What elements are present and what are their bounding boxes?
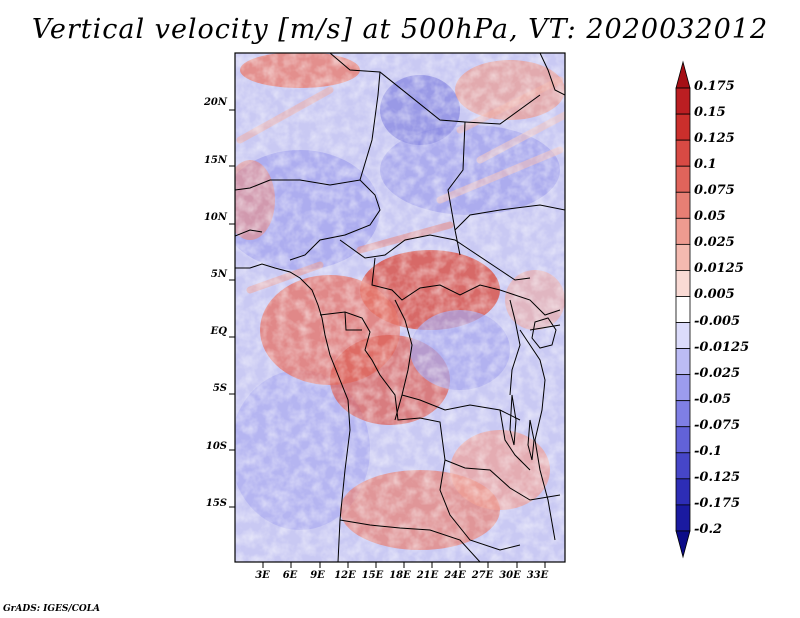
colorbar-level-label: 0.1 — [694, 157, 717, 173]
colorbar-level-label: 0.005 — [694, 287, 735, 303]
lat-label: 5N — [210, 269, 227, 281]
lon-label: 15E — [361, 570, 384, 581]
colorbar-swatch — [675, 113, 691, 141]
colorbar-level-label: 0.125 — [694, 131, 735, 147]
colorbar-swatch — [675, 374, 691, 402]
lat-label: EQ — [210, 326, 227, 338]
lat-label: 15N — [203, 154, 227, 166]
colorbar-level-label: -0.05 — [694, 391, 732, 407]
colorbar-swatch — [675, 322, 691, 349]
lat-label: 20N — [203, 97, 227, 109]
map-title: Vertical velocity [m/s] at 500hPa, VT: 2… — [31, 14, 769, 45]
lat-label: 5S — [212, 383, 227, 395]
lat-label: 15S — [205, 497, 227, 509]
colorbar-swatch — [675, 296, 691, 323]
colorbar-swatch — [675, 87, 691, 115]
colorbar — [675, 60, 691, 559]
colorbar-swatch — [675, 60, 691, 89]
lon-label: 12E — [334, 570, 356, 581]
colorbar-level-label: 0.175 — [694, 79, 735, 95]
grads-credit: GrADS: IGES/COLA — [3, 604, 101, 614]
lon-label: 9E — [310, 570, 325, 581]
colorbar-swatch — [675, 452, 691, 480]
colorbar-swatch — [675, 139, 691, 167]
colorbar-level-label: 0.0125 — [694, 261, 744, 277]
lon-label: 30E — [499, 570, 521, 581]
colorbar-level-label: -0.0125 — [694, 339, 750, 355]
colorbar-level-label: -0.025 — [694, 365, 741, 381]
lon-label: 24E — [444, 570, 466, 581]
colorbar-level-label: 0.025 — [694, 235, 735, 251]
lon-label: 21E — [416, 570, 439, 581]
colorbar-level-label: -0.125 — [694, 469, 741, 485]
colorbar-level-label: -0.2 — [694, 521, 723, 537]
colorbar-level-label: 0.15 — [694, 105, 726, 121]
map-frame — [234, 52, 566, 563]
colorbar-swatch — [675, 530, 691, 559]
lon-label: 3E — [255, 570, 270, 581]
colorbar-swatch — [675, 243, 691, 271]
colorbar-swatch — [675, 400, 691, 428]
lat-label: 10S — [205, 440, 227, 452]
lon-label: 27E — [471, 570, 494, 581]
colorbar-level-label: -0.1 — [694, 443, 723, 459]
axis-ticks — [229, 109, 546, 568]
lon-label: 18E — [389, 570, 411, 581]
colorbar-swatch — [675, 165, 691, 193]
lon-label: 33E — [526, 570, 549, 581]
colorbar-swatch — [675, 270, 691, 297]
colorbar-swatch — [675, 217, 691, 245]
colorbar-level-label: -0.075 — [694, 417, 741, 433]
colorbar-swatch — [675, 426, 691, 454]
colorbar-level-label: 0.075 — [694, 183, 735, 199]
colorbar-swatch — [675, 478, 691, 506]
velocity-field — [235, 53, 565, 562]
lat-label: 10N — [203, 211, 227, 223]
colorbar-level-label: 0.05 — [694, 209, 726, 225]
colorbar-swatch — [675, 191, 691, 219]
colorbar-level-label: -0.005 — [694, 313, 741, 329]
colorbar-level-label: -0.175 — [694, 495, 741, 511]
lon-label: 6E — [282, 570, 298, 581]
colorbar-swatch — [675, 348, 691, 376]
colorbar-swatch — [675, 504, 691, 532]
